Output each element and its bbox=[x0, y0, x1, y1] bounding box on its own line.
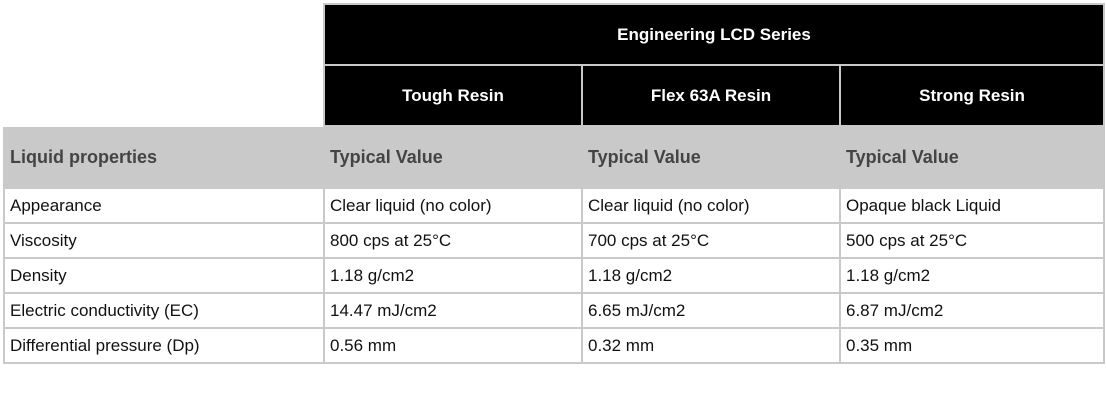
property-value: 0.32 mm bbox=[581, 327, 841, 364]
property-value: 6.87 mJ/cm2 bbox=[838, 292, 1106, 329]
table-row: Density 1.18 g/cm2 1.18 g/cm2 1.18 g/cm2 bbox=[3, 257, 1106, 294]
property-value: 0.56 mm bbox=[323, 327, 583, 364]
value-header: Typical Value bbox=[838, 125, 1106, 189]
property-name: Differential pressure (Dp) bbox=[3, 327, 325, 364]
property-value: 800 cps at 25°C bbox=[323, 222, 583, 259]
value-header: Typical Value bbox=[581, 125, 841, 189]
property-value: Clear liquid (no color) bbox=[323, 187, 583, 224]
resin-header-tough: Tough Resin bbox=[323, 64, 583, 127]
property-value: 0.35 mm bbox=[838, 327, 1106, 364]
property-value: 1.18 g/cm2 bbox=[323, 257, 583, 294]
property-value: 1.18 g/cm2 bbox=[838, 257, 1106, 294]
property-value: 14.47 mJ/cm2 bbox=[323, 292, 583, 329]
liquid-properties-table: Engineering LCD Series Tough Resin Flex … bbox=[3, 3, 1106, 364]
resin-header-row: Tough Resin Flex 63A Resin Strong Resin bbox=[4, 64, 1106, 127]
column-header-row: Liquid properties Typical Value Typical … bbox=[3, 125, 1106, 189]
property-value: 1.18 g/cm2 bbox=[581, 257, 841, 294]
resin-header-flex-63a: Flex 63A Resin bbox=[581, 64, 841, 127]
empty-corner-cell bbox=[4, 65, 325, 126]
series-header: Engineering LCD Series bbox=[322, 3, 1106, 66]
property-value: 500 cps at 25°C bbox=[838, 222, 1106, 259]
property-value: Clear liquid (no color) bbox=[581, 187, 841, 224]
table-row: Electric conductivity (EC) 14.47 mJ/cm2 … bbox=[3, 292, 1106, 329]
property-name: Electric conductivity (EC) bbox=[3, 292, 325, 329]
resin-header-strong: Strong Resin bbox=[838, 64, 1106, 127]
series-header-row: Engineering LCD Series bbox=[4, 3, 1106, 66]
empty-corner-cell bbox=[4, 4, 325, 65]
table-row: Appearance Clear liquid (no color) Clear… bbox=[3, 187, 1106, 224]
value-header: Typical Value bbox=[323, 125, 583, 189]
property-value: 6.65 mJ/cm2 bbox=[581, 292, 841, 329]
property-value: 700 cps at 25°C bbox=[581, 222, 841, 259]
property-header: Liquid properties bbox=[3, 125, 325, 189]
property-name: Viscosity bbox=[3, 222, 325, 259]
table-row: Differential pressure (Dp) 0.56 mm 0.32 … bbox=[3, 327, 1106, 364]
property-name: Density bbox=[3, 257, 325, 294]
property-value: Opaque black Liquid bbox=[838, 187, 1106, 224]
property-name: Appearance bbox=[3, 187, 325, 224]
table-row: Viscosity 800 cps at 25°C 700 cps at 25°… bbox=[3, 222, 1106, 259]
